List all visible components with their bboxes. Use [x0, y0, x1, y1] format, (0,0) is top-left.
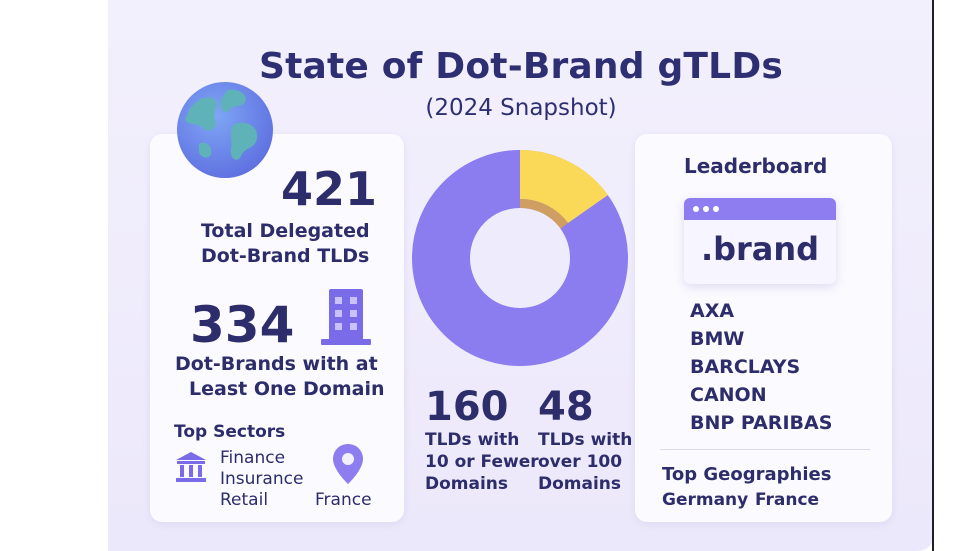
page-subtitle: (2024 Snapshot): [425, 95, 617, 121]
sectors-title: Top Sectors: [174, 422, 286, 442]
geography-item-germany: Germany: [662, 490, 749, 510]
active-label-line1: Dot-Brands with at: [175, 353, 378, 375]
frame-edge: [932, 0, 934, 551]
stat2-value: 48: [538, 384, 594, 430]
donut-highlight-segment: [520, 149, 608, 223]
leaderboard-item: BNP PARIBAS: [690, 412, 833, 434]
leaderboard-item: AXA: [690, 300, 735, 322]
sector-geo-label: France: [315, 490, 372, 510]
building-icon: [321, 289, 371, 345]
globe-icon: [177, 82, 273, 178]
page-title: State of Dot-Brand gTLDs: [258, 46, 784, 87]
donut-chart: [412, 149, 628, 366]
leaderboard-item: BARCLAYS: [690, 356, 801, 378]
total-value: 421: [281, 162, 378, 216]
sector-item-finance: Finance: [220, 448, 286, 468]
stat2-label-line3: Domains: [538, 474, 622, 494]
total-label-line1: Total Delegated: [201, 220, 370, 242]
stat2-label-line1: TLDs with: [538, 430, 633, 450]
browser-dot-icon: [703, 206, 709, 212]
geographies-title: Top Geographies: [662, 464, 832, 485]
stat1-label-line3: Domains: [425, 474, 509, 494]
geography-item-france: France: [755, 490, 820, 510]
sector-item-retail: Retail: [220, 490, 269, 510]
active-label-line2: Least One Domain: [189, 378, 385, 400]
browser-dot-icon: [693, 206, 699, 212]
browser-content-text: .brand: [700, 230, 820, 268]
browser-window: .brand: [684, 198, 836, 284]
location-pin-icon: [333, 444, 363, 484]
leaderboard-item: CANON: [690, 384, 767, 406]
donut-highlight-shade: [520, 198, 568, 229]
active-value: 334: [190, 296, 295, 354]
browser-titlebar: [684, 198, 836, 220]
stat1-label-line2: 10 or Fewer: [425, 452, 539, 472]
leaderboard-title: Leaderboard: [684, 154, 828, 178]
leaderboard-item: BMW: [690, 328, 745, 350]
stat1-label-line1: TLDs with: [425, 430, 520, 450]
stat2-label-line2: over 100: [538, 452, 623, 472]
stat1-value: 160: [425, 384, 509, 430]
browser-dot-icon: [713, 206, 719, 212]
divider: [660, 449, 870, 450]
sector-item-insurance: Insurance: [220, 469, 304, 489]
bank-icon: [176, 452, 206, 482]
total-label-line2: Dot-Brand TLDs: [201, 245, 370, 267]
